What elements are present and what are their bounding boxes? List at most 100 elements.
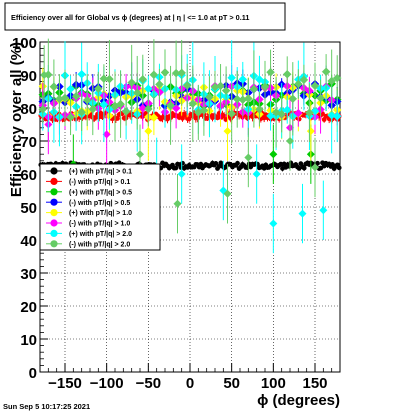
legend-label: (-) with pT/|q| > 0.5 bbox=[69, 200, 130, 207]
data-point bbox=[266, 111, 275, 121]
data-point bbox=[43, 70, 53, 80]
y-tick-label: 20 bbox=[20, 299, 37, 316]
data-point bbox=[149, 113, 159, 122]
data-point bbox=[299, 75, 309, 85]
data-point bbox=[336, 165, 342, 171]
data-point bbox=[244, 153, 253, 162]
legend-marker bbox=[50, 188, 58, 196]
x-tick-label: 150 bbox=[302, 375, 327, 392]
legend-box bbox=[39, 163, 161, 251]
y-tick-label: 40 bbox=[20, 233, 37, 250]
data-point bbox=[38, 104, 48, 114]
chart-title: Efficiency over all for Global vs ϕ (deg… bbox=[11, 13, 249, 22]
y-tick-label: 90 bbox=[20, 68, 37, 85]
y-tick-label: 30 bbox=[20, 266, 37, 283]
data-point bbox=[93, 84, 103, 94]
data-point bbox=[301, 165, 307, 171]
data-point bbox=[71, 91, 81, 101]
x-tick-label: −150 bbox=[48, 375, 82, 392]
legend-label: (+) with pT/|q| > 1.0 bbox=[69, 210, 132, 217]
data-point bbox=[266, 67, 275, 77]
data-point bbox=[66, 84, 75, 94]
data-point bbox=[310, 81, 320, 91]
data-point bbox=[166, 101, 175, 110]
x-tick-label: 0 bbox=[186, 375, 194, 392]
data-point bbox=[105, 74, 114, 84]
data-point bbox=[143, 104, 153, 114]
x-tick-label: −50 bbox=[136, 375, 161, 392]
data-point bbox=[269, 219, 278, 228]
data-point bbox=[138, 103, 148, 113]
data-point bbox=[306, 127, 315, 136]
data-point bbox=[186, 116, 192, 122]
data-point bbox=[182, 81, 192, 90]
data-point bbox=[277, 109, 287, 119]
data-point bbox=[216, 81, 225, 91]
legend-marker bbox=[50, 177, 58, 185]
data-point bbox=[298, 209, 307, 218]
legend-marker bbox=[50, 229, 58, 237]
x-tick-label: 100 bbox=[261, 375, 286, 392]
y-tick-label: 60 bbox=[20, 167, 37, 184]
legend-label: (-) with pT/|q| > 2.0 bbox=[69, 241, 130, 248]
data-point bbox=[223, 189, 232, 198]
data-point bbox=[321, 67, 331, 77]
data-point bbox=[252, 170, 261, 178]
data-point bbox=[227, 73, 237, 83]
data-point bbox=[282, 69, 292, 79]
data-point bbox=[286, 137, 294, 145]
data-point bbox=[99, 74, 109, 84]
data-point bbox=[293, 79, 303, 89]
data-point bbox=[316, 93, 325, 103]
x-tick-label: −100 bbox=[90, 375, 124, 392]
data-point bbox=[116, 99, 125, 109]
data-point bbox=[99, 100, 109, 109]
data-point bbox=[305, 108, 314, 118]
legend-label: (+) with pT/|q| > 2.0 bbox=[69, 231, 132, 238]
data-point bbox=[173, 165, 179, 171]
data-point bbox=[66, 112, 75, 122]
data-point bbox=[293, 108, 303, 118]
y-tick-label: 0 bbox=[29, 365, 37, 382]
data-point bbox=[243, 94, 253, 104]
data-point bbox=[255, 104, 264, 114]
data-point bbox=[121, 107, 131, 116]
data-point bbox=[332, 111, 342, 121]
data-point bbox=[49, 82, 59, 92]
data-point bbox=[88, 104, 98, 114]
data-point bbox=[232, 94, 242, 104]
data-point bbox=[173, 199, 182, 208]
data-point bbox=[155, 80, 164, 89]
timestamp: Sun Sep 5 10:17:25 2021 bbox=[3, 402, 90, 411]
data-point bbox=[332, 73, 342, 83]
data-point bbox=[188, 99, 198, 109]
data-point bbox=[249, 84, 259, 94]
data-point bbox=[136, 150, 144, 159]
data-point bbox=[227, 109, 237, 119]
legend-label: (+) with pT/|q| > 0.1 bbox=[69, 169, 132, 176]
data-point bbox=[132, 88, 142, 98]
data-point bbox=[77, 69, 87, 79]
data-point bbox=[77, 107, 87, 117]
data-point bbox=[282, 105, 292, 115]
y-axis-title: Efficiency over all (%) bbox=[8, 42, 25, 197]
data-point bbox=[177, 68, 187, 78]
legend-label: (+) with pT/|q| > 0.5 bbox=[69, 189, 132, 196]
title-box bbox=[4, 2, 286, 31]
y-tick-label: 50 bbox=[20, 200, 37, 217]
data-point bbox=[238, 75, 248, 84]
data-point bbox=[144, 127, 153, 136]
data-point bbox=[102, 130, 111, 139]
legend-marker bbox=[50, 167, 58, 175]
data-point bbox=[138, 75, 148, 84]
data-point bbox=[235, 160, 240, 166]
legend-marker bbox=[50, 240, 58, 248]
data-point bbox=[205, 92, 214, 102]
x-tick-label: 50 bbox=[223, 375, 240, 392]
y-tick-label: 10 bbox=[20, 332, 37, 349]
legend-label: (-) with pT/|q| > 0.1 bbox=[69, 179, 130, 186]
data-point bbox=[127, 78, 137, 87]
y-tick-label: 70 bbox=[20, 134, 37, 151]
